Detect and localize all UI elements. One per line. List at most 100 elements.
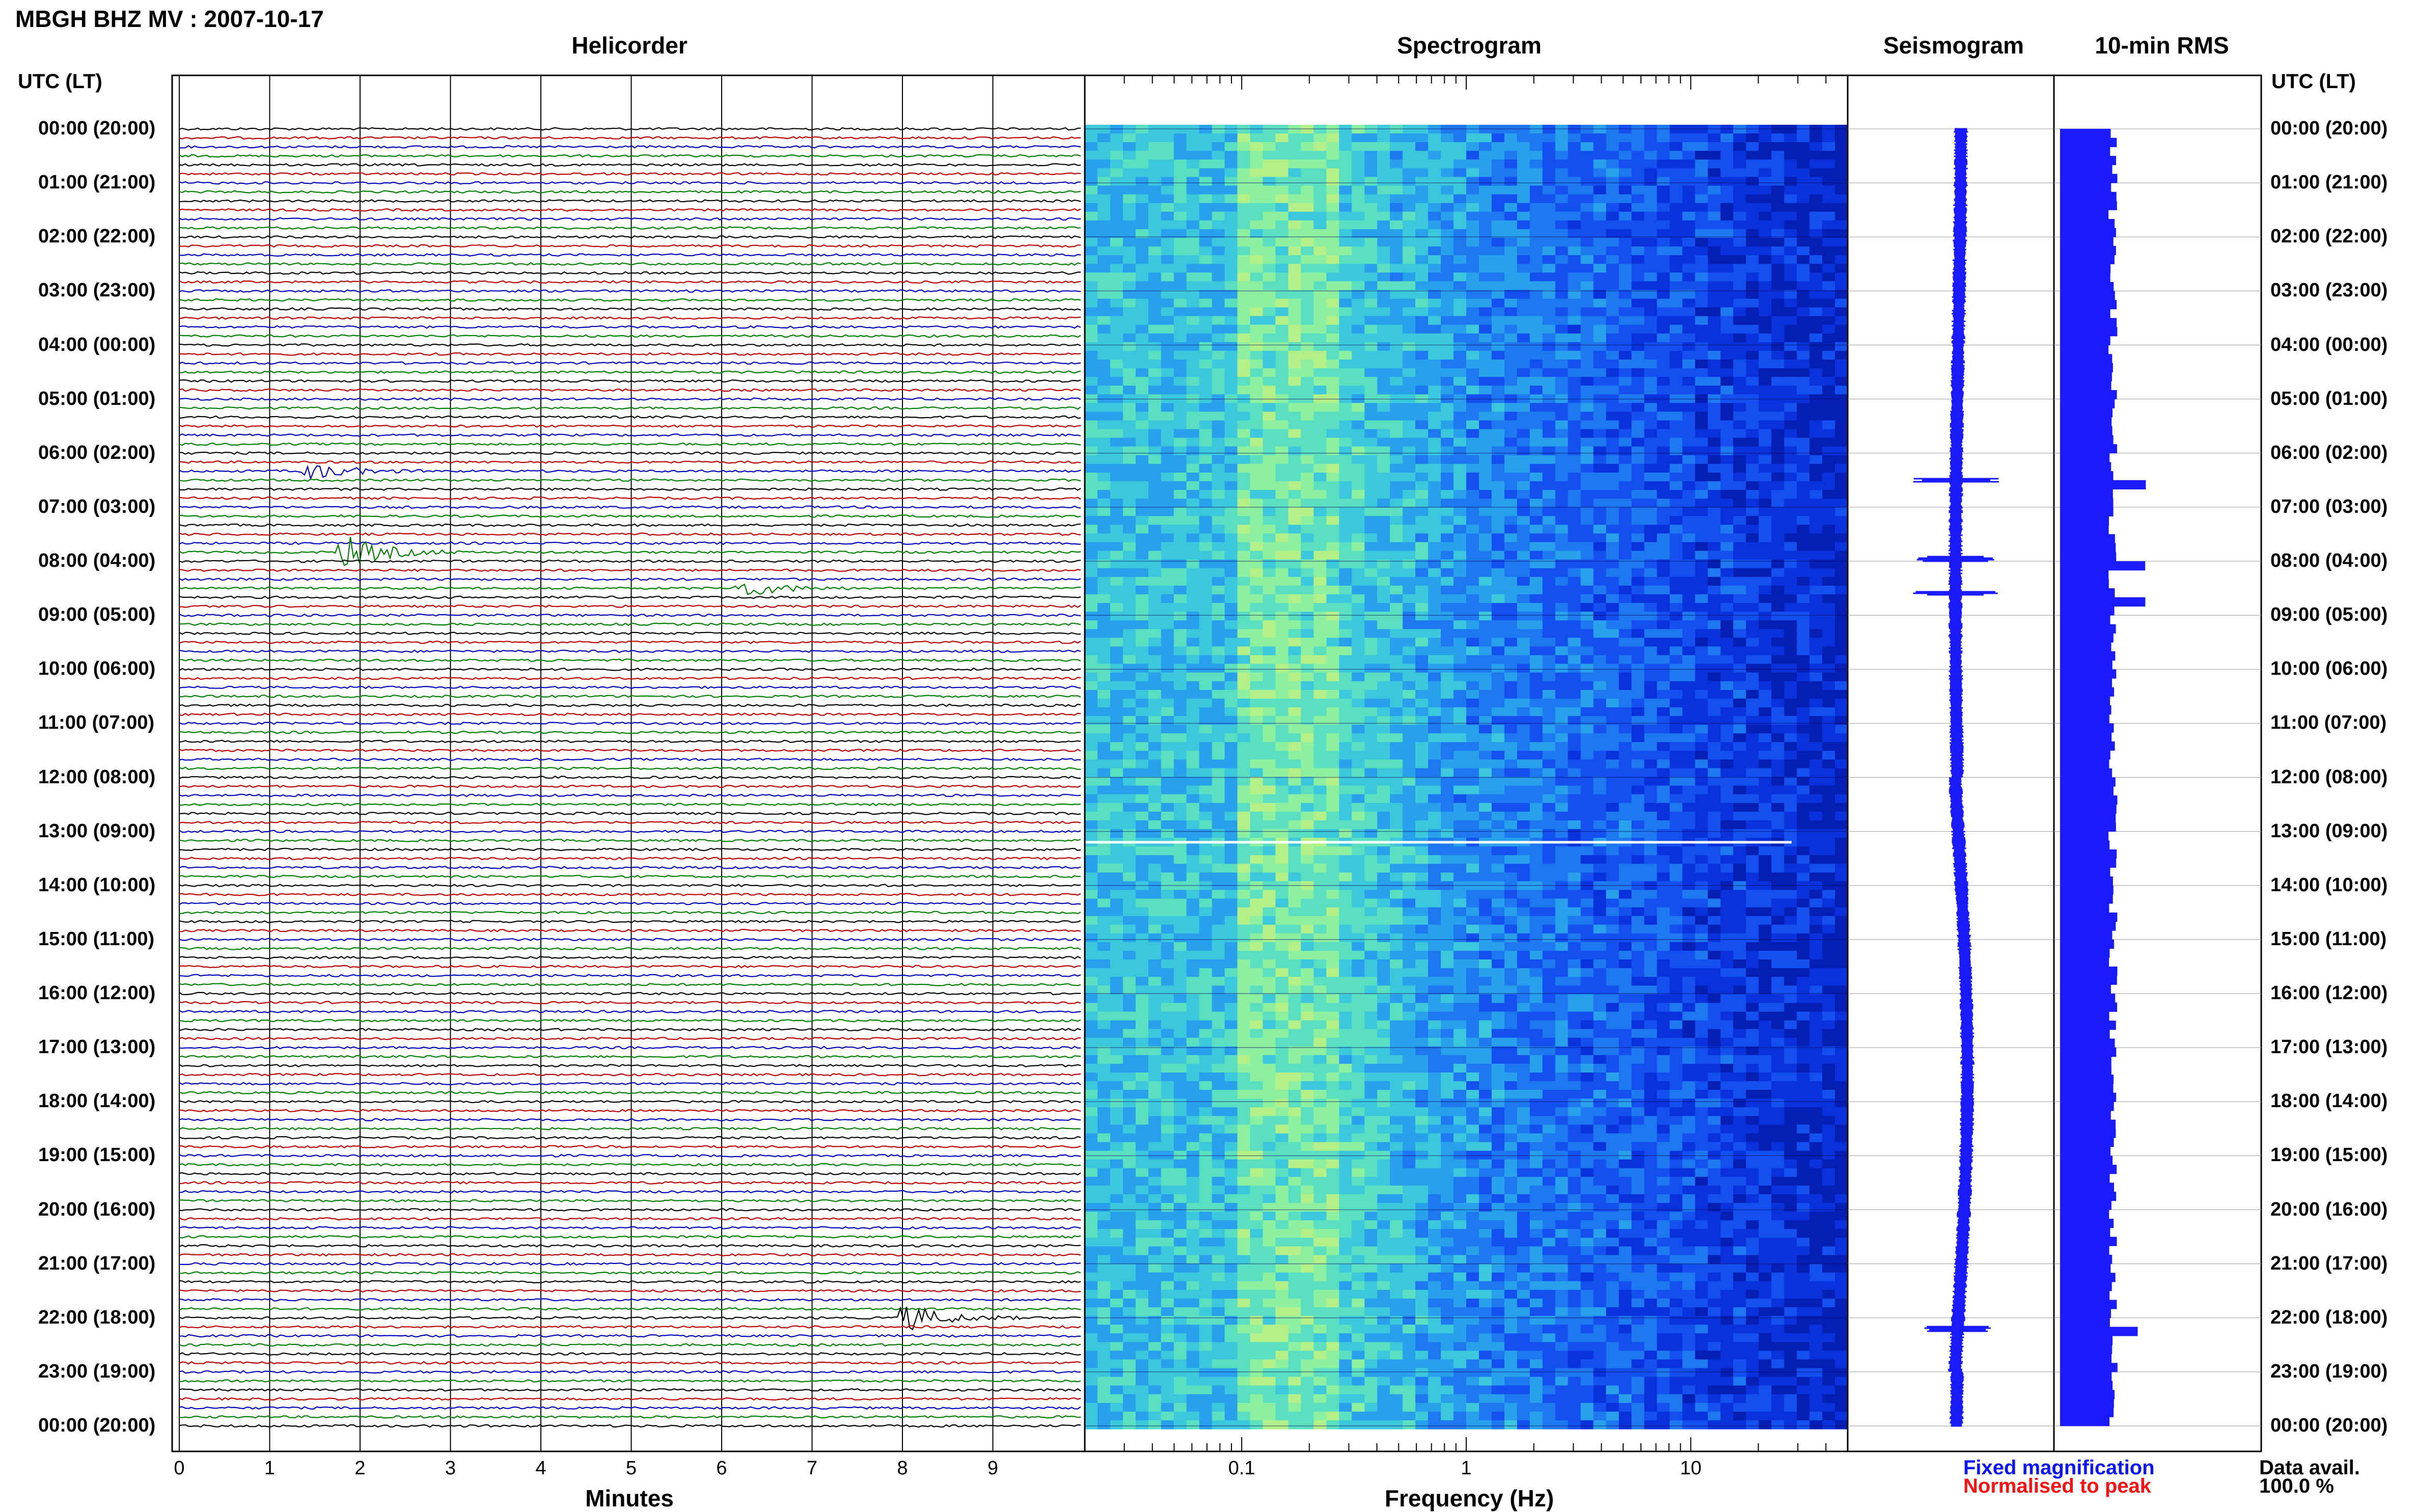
spectrogram-cell: [1110, 742, 1123, 751]
spectrogram-cell: [1326, 925, 1339, 934]
spectrogram-cell: [1313, 411, 1327, 421]
spectrogram-cell: [1199, 125, 1213, 134]
spectrogram-cell: [1110, 603, 1123, 612]
spectrogram-cell: [1339, 1333, 1352, 1342]
spectrogram-cell: [1415, 855, 1429, 864]
spectrogram-cell: [1199, 1412, 1213, 1421]
spectrogram-cell: [1352, 1255, 1365, 1264]
spectrogram-cell: [1263, 429, 1276, 438]
spectrogram-cell: [1339, 1290, 1352, 1299]
spectrogram-cell: [1492, 238, 1505, 247]
spectrogram-cell: [1238, 1151, 1251, 1160]
spectrogram-cell: [1288, 1194, 1302, 1203]
spectrogram-cell: [1276, 646, 1289, 655]
spectrogram-cell: [1187, 733, 1200, 743]
spectrogram-cell: [1479, 1403, 1492, 1412]
spectrogram-cell: [1238, 1342, 1251, 1351]
spectrogram-cell: [1136, 812, 1149, 821]
spectrogram-cell: [1187, 1212, 1200, 1221]
spectrogram-cell: [1263, 1134, 1276, 1143]
spectrogram-cell: [1098, 925, 1111, 934]
spectrogram-cell: [1276, 820, 1289, 830]
spectrogram-cell: [1187, 1107, 1200, 1116]
spectrogram-cell: [1352, 264, 1365, 273]
spectrogram-cell: [1288, 351, 1302, 360]
spectrogram-cell: [1453, 1160, 1467, 1169]
spectrogram-cell: [1161, 1264, 1174, 1273]
spectrogram-cell: [1377, 977, 1390, 986]
spectrogram-cell: [1174, 1203, 1187, 1212]
spectrogram-cell: [1085, 429, 1098, 438]
spectrogram-cell: [1174, 1255, 1187, 1264]
spectrogram-cell: [1161, 646, 1174, 655]
spectrogram-cell: [1301, 1377, 1314, 1386]
spectrogram-cell: [1377, 1238, 1390, 1247]
spectrogram-cell: [1403, 1377, 1416, 1386]
spectrogram-cell: [1479, 655, 1492, 665]
spectrogram-cell: [1199, 1281, 1213, 1290]
spectrogram-cell: [1492, 195, 1505, 204]
spectrogram-cell: [1466, 212, 1479, 221]
spectrogram-cell: [1313, 1333, 1327, 1342]
spectrogram-cell: [1123, 742, 1136, 751]
spectrogram-cell: [1326, 325, 1339, 334]
spectrogram-cell: [1238, 925, 1251, 934]
spectrogram-cell: [1199, 447, 1213, 456]
spectrogram-cell: [1377, 872, 1390, 882]
spectrogram-cell: [1110, 525, 1123, 534]
spectrogram-cell: [1199, 977, 1213, 986]
spectrogram-cell: [1453, 933, 1467, 943]
spectrogram-cell: [1225, 1107, 1238, 1116]
spectrogram-cell: [1161, 1351, 1174, 1360]
spectrogram-cell: [1161, 777, 1174, 786]
spectrogram-cell: [1276, 1359, 1289, 1368]
spectrogram-cell: [1441, 1412, 1454, 1421]
spectrogram-cell: [1301, 1134, 1314, 1143]
spectrogram-cell: [1263, 342, 1276, 351]
spectrogram-cell: [1110, 733, 1123, 743]
spectrogram-cell: [1441, 1333, 1454, 1342]
spectrogram-cell: [1110, 1029, 1123, 1038]
spectrogram-cell: [1415, 351, 1429, 360]
spectrogram-cell: [1415, 1325, 1429, 1334]
spectrogram-cell: [1110, 316, 1123, 325]
spectrogram-cell: [1466, 368, 1479, 377]
helicorder-trace: [179, 137, 1081, 139]
spectrogram-cell: [1225, 411, 1238, 421]
spectrogram-cell: [1466, 264, 1479, 273]
spectrogram-cell: [1428, 1212, 1441, 1221]
spectrogram-cell: [1352, 690, 1365, 699]
spectrogram-cell: [1085, 351, 1098, 360]
spectrogram-cell: [1212, 1359, 1225, 1368]
spectrogram-cell: [1161, 551, 1174, 560]
spectrogram-cell: [1301, 168, 1314, 177]
spectrogram-cell: [1110, 759, 1123, 768]
spectrogram-cell: [1098, 212, 1111, 221]
spectrogram-cell: [1453, 699, 1467, 708]
spectrogram-cell: [1238, 1351, 1251, 1360]
spectrogram-cell: [1403, 429, 1416, 438]
spectrogram-cell: [1085, 1038, 1098, 1047]
spectrogram-cell: [1225, 777, 1238, 786]
spectrogram-cell: [1326, 316, 1339, 325]
spectrogram-cell: [1148, 1316, 1162, 1325]
spectrogram-cell: [1123, 725, 1136, 734]
spectrogram-cell: [1085, 1316, 1098, 1325]
spectrogram-cell: [1352, 1064, 1365, 1073]
spectrogram-cell: [1225, 221, 1238, 230]
spectrogram-cell: [1364, 1325, 1378, 1334]
spectrogram-cell: [1364, 829, 1378, 838]
spectrogram-cell: [1377, 360, 1390, 369]
spectrogram-cell: [1453, 812, 1467, 821]
spectrogram-cell: [1428, 794, 1441, 804]
spectrogram-cell: [1110, 1316, 1123, 1325]
spectrogram-cell: [1377, 1038, 1390, 1047]
spectrogram-cell: [1110, 481, 1123, 490]
spectrogram-cell: [1453, 464, 1467, 473]
spectrogram-cell: [1466, 386, 1479, 395]
spectrogram-cell: [1288, 908, 1302, 917]
spectrogram-cell: [1148, 1160, 1162, 1169]
spectrogram-cell: [1161, 1064, 1174, 1073]
spectrogram-cell: [1098, 360, 1111, 369]
spectrogram-cell: [1415, 864, 1429, 873]
